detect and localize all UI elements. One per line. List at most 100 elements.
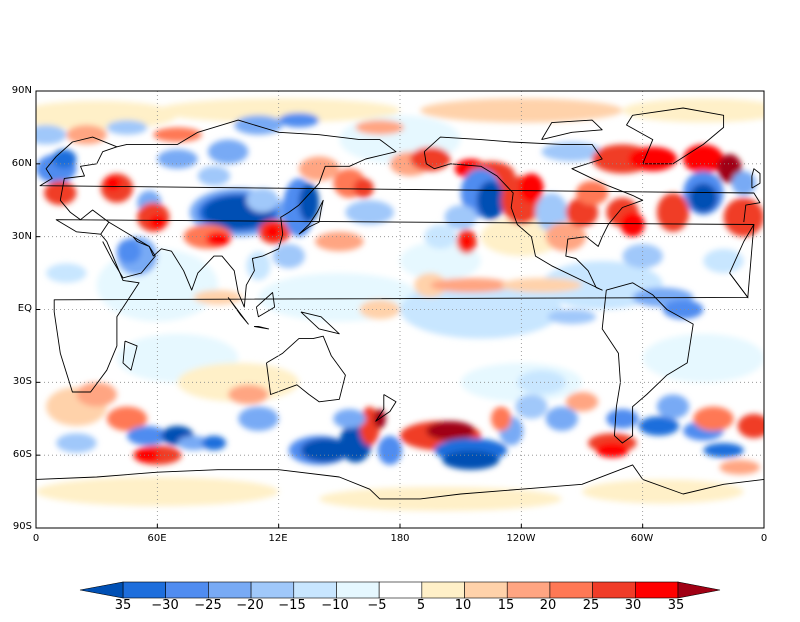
anomaly-blob [622, 98, 764, 123]
colorbar-segment [549, 581, 593, 599]
colorbar-label: 25 [582, 598, 600, 613]
anomaly-blob [246, 251, 271, 281]
anomaly-blob [36, 100, 178, 130]
lat-label-90n: 90N [11, 85, 32, 96]
anomaly-blob [149, 214, 166, 230]
anomaly-blob [56, 433, 97, 453]
anomaly-blob [444, 205, 477, 230]
colorbar-segment [378, 581, 423, 599]
anomaly-blob [596, 443, 629, 458]
anomaly-blob [442, 450, 500, 470]
anomaly-blob [205, 231, 231, 247]
lon-label-12e: 12E [268, 533, 288, 544]
colorbar-label: 30 [624, 598, 642, 613]
anomaly-blob [517, 370, 566, 395]
anomaly-blob [430, 277, 512, 293]
anomaly-blob [116, 239, 142, 264]
lon-label-120w: 120W [506, 533, 536, 544]
anomaly-blob [36, 124, 67, 145]
anomaly-blob [333, 409, 366, 429]
anomaly-blob [476, 180, 506, 220]
lon-label-0-left: 0 [32, 533, 40, 544]
coastline [423, 136, 644, 291]
anomaly-blob [177, 435, 210, 451]
anomaly-blob [565, 392, 599, 412]
anomaly-blob [491, 406, 512, 431]
anomaly-blob [272, 243, 305, 269]
anomaly-blob [46, 263, 87, 283]
anomaly-blob [582, 479, 744, 504]
anomaly-blob [689, 183, 718, 213]
lon-label-0-right: 0 [760, 533, 768, 544]
colorbar-segment [592, 581, 636, 599]
anomaly-blob [719, 460, 760, 475]
anomaly-blob [44, 180, 77, 206]
colorbar-label: 35 [114, 598, 132, 613]
colorbar-segment [250, 581, 295, 599]
colorbar-low-arrow [79, 581, 124, 599]
anomaly-blob [106, 120, 148, 135]
anomaly-blob [193, 290, 243, 305]
coastlines [36, 107, 764, 500]
anomaly-blob [300, 438, 350, 463]
anomaly-blob [201, 435, 227, 451]
anomaly-blob [246, 188, 279, 213]
colorbar-label: −10 [321, 598, 349, 613]
anomaly-blob [420, 98, 623, 123]
anomaly-blob [400, 241, 481, 281]
anomaly-blob [703, 443, 744, 458]
anomaly-blob [410, 146, 451, 172]
anomaly-blob [104, 175, 121, 191]
coastline [375, 394, 397, 422]
anomaly-blob [298, 183, 320, 223]
colorbar-label: 10 [454, 598, 472, 613]
anomaly-blob [52, 149, 77, 169]
lat-label-90s: 90S [12, 521, 32, 532]
colorbar-segment [165, 581, 209, 599]
coastline [729, 224, 755, 299]
anomaly-blob [535, 192, 568, 232]
anomaly-blob [264, 224, 281, 240]
anomaly-blob [359, 299, 400, 320]
coastline [102, 236, 156, 279]
anomaly-blob [662, 299, 704, 320]
anomaly-blob [628, 146, 678, 172]
colorbar-segment [208, 581, 252, 599]
colorbar-high-arrow [677, 581, 721, 599]
anomaly-blob [545, 406, 578, 431]
anomaly-blob [127, 426, 168, 446]
anomaly-blob [66, 124, 107, 145]
lon-label-60w: 60W [630, 533, 654, 544]
coastline [108, 119, 397, 308]
anomaly-blob [575, 180, 609, 206]
anomaly-blob [606, 409, 639, 429]
anomaly-blob [515, 394, 548, 419]
anomaly-blob [353, 178, 374, 198]
anomaly-blob [76, 382, 117, 407]
lon-label-180: 180 [390, 533, 410, 544]
anomaly-blob [642, 333, 764, 383]
coastline [227, 297, 249, 325]
anomaly-blob [234, 115, 283, 135]
anomaly-blob [731, 171, 756, 196]
anomaly-blob [541, 141, 603, 162]
anomaly-blob [228, 384, 269, 405]
anomaly-blob [723, 197, 764, 237]
anomaly-blob [656, 192, 690, 232]
colorbar [79, 581, 721, 599]
colorbar-label: 35 [667, 598, 685, 613]
colorbar-label: −25 [194, 598, 222, 613]
anomaly-blob [278, 112, 320, 128]
anomaly-blob [638, 416, 680, 436]
colorbar-label: −5 [367, 598, 387, 613]
anomaly-blob [547, 309, 597, 325]
coastline [266, 335, 346, 403]
colorbar-segment [635, 581, 679, 599]
anomaly-blob [106, 406, 148, 431]
anomaly-blob [622, 243, 663, 269]
colorbar-segment [464, 581, 508, 599]
colorbar-segment [506, 581, 551, 599]
colorbar-segment [122, 581, 166, 599]
